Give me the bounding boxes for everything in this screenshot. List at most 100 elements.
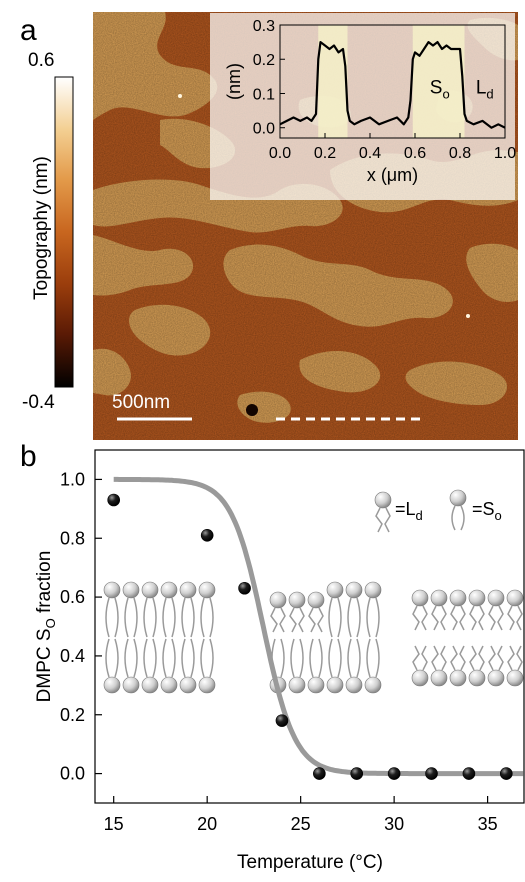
data-point bbox=[387, 767, 401, 780]
lipid-tail bbox=[200, 597, 205, 638]
lipid-head bbox=[374, 491, 392, 509]
inset-x-axis-label: x (μm) bbox=[367, 165, 418, 185]
lipid-head bbox=[141, 676, 159, 694]
disordered-bilayer bbox=[411, 589, 524, 687]
lipid-tail bbox=[279, 607, 286, 633]
data-point bbox=[500, 767, 513, 780]
lipid-tail bbox=[450, 645, 458, 671]
lipid-head bbox=[122, 581, 140, 599]
data-point bbox=[238, 581, 251, 595]
data-point bbox=[313, 767, 326, 780]
lipid-tail bbox=[488, 605, 496, 631]
legend-ld-label: =Ld bbox=[395, 499, 423, 523]
x-tick-label: 25 bbox=[291, 814, 311, 834]
lipid-tail bbox=[451, 505, 456, 531]
x-axis-ticks: 15 20 25 30 35 bbox=[104, 796, 498, 834]
lipid-tail bbox=[298, 607, 305, 633]
panel-a-label: a bbox=[20, 14, 37, 47]
lipid-tail bbox=[421, 645, 428, 671]
legend-so-label: =So bbox=[472, 499, 502, 523]
afm-defect bbox=[246, 404, 258, 416]
lipid-head bbox=[326, 581, 344, 599]
inset-x-tick-label: 1.0 bbox=[494, 145, 516, 162]
inset-y-ticks: 0.0 0.1 0.2 0.3 bbox=[253, 18, 285, 138]
lipid-tail bbox=[356, 638, 361, 678]
lipid-tail bbox=[143, 597, 148, 638]
lipid-tail bbox=[317, 607, 324, 633]
inset-x-tick-label: 0.4 bbox=[359, 145, 381, 162]
x-tick-label: 20 bbox=[197, 814, 217, 834]
y-tick-label: 0.2 bbox=[60, 705, 85, 725]
lipid-tail bbox=[124, 597, 129, 638]
lipid-tail bbox=[105, 638, 110, 678]
lipid-tail bbox=[488, 645, 496, 671]
lipid-head bbox=[364, 676, 382, 694]
lipid-tail bbox=[162, 638, 167, 678]
lipid-tail bbox=[171, 597, 176, 638]
y-tick-label: 0.4 bbox=[60, 646, 85, 666]
lipid-tail bbox=[431, 645, 439, 671]
lipid-tail bbox=[209, 597, 214, 638]
panel-b-chart: =Ld =So 15 20 25 30 35 0.0 0.2 0.4 0.6 0.8 1.0 Te… bbox=[34, 449, 525, 873]
lipid-tail bbox=[328, 597, 333, 638]
lipid-tail bbox=[497, 645, 504, 671]
lipid-head bbox=[449, 489, 467, 507]
lipid-head bbox=[364, 581, 382, 599]
ordered-bilayer bbox=[103, 581, 216, 694]
lipid-tail bbox=[507, 605, 515, 631]
lipid-tail bbox=[366, 597, 371, 638]
lipid-head bbox=[468, 589, 486, 607]
lipid-head bbox=[198, 581, 216, 599]
mixed-bilayer bbox=[269, 581, 382, 694]
lipid-tail bbox=[421, 605, 428, 631]
lipid-tail bbox=[450, 605, 458, 631]
inset-y-tick-label: 0.0 bbox=[253, 121, 275, 138]
lipid-tail bbox=[114, 638, 119, 678]
data-point bbox=[107, 493, 120, 507]
inset-x-ticks: 0.0 0.2 0.4 0.6 0.8 1.0 bbox=[269, 133, 516, 162]
lipid-tail bbox=[190, 638, 195, 678]
lipid-tail bbox=[337, 638, 342, 678]
lipid-tail bbox=[299, 638, 304, 678]
lipid-tail bbox=[152, 638, 157, 678]
lipid-tail bbox=[171, 638, 176, 678]
ld-lipid-icon bbox=[374, 491, 392, 533]
lipid-tail bbox=[105, 597, 110, 638]
lipid-head bbox=[506, 589, 524, 607]
lipid-head bbox=[487, 589, 505, 607]
inset-profile-plot: 0.0 0.2 0.4 0.6 0.8 1.0 0.0 0.1 0.2 0.3 (nm) x (… bbox=[210, 13, 516, 200]
lipid-tail bbox=[478, 645, 485, 671]
y-tick-label: 1.0 bbox=[60, 469, 85, 489]
lipid-tail bbox=[133, 597, 138, 638]
lipid-tail bbox=[162, 597, 167, 638]
lipid-tail bbox=[270, 607, 278, 633]
lipid-tail bbox=[309, 638, 314, 678]
lipid-head bbox=[269, 591, 287, 609]
lipid-tail bbox=[516, 645, 523, 671]
lipid-tail bbox=[209, 638, 214, 678]
lipid-head bbox=[288, 591, 306, 609]
lipid-tail bbox=[133, 638, 138, 678]
scale-bar-label: 500nm bbox=[112, 392, 170, 413]
afm-particle bbox=[178, 94, 182, 98]
lipid-tail bbox=[412, 605, 420, 631]
lipid-tail bbox=[200, 638, 205, 678]
lipid-bilayer-cartoons bbox=[103, 581, 524, 694]
lipid-head bbox=[141, 581, 159, 599]
lipid-head bbox=[307, 591, 325, 609]
lipid-tail bbox=[431, 605, 439, 631]
lipid-tail bbox=[347, 638, 352, 678]
phase-legend: =Ld =So bbox=[374, 489, 502, 533]
colorbar-max-label: 0.6 bbox=[28, 50, 55, 71]
lipid-head bbox=[468, 669, 486, 687]
lipid-tail bbox=[280, 638, 285, 678]
y-tick-label: 0.6 bbox=[60, 587, 85, 607]
lipid-tail bbox=[507, 645, 515, 671]
colorbar bbox=[54, 76, 74, 388]
lipid-tail bbox=[289, 607, 297, 633]
lipid-tail bbox=[347, 597, 352, 638]
height-profile-line bbox=[279, 41, 506, 129]
afm-particle bbox=[466, 314, 470, 318]
lipid-tail bbox=[318, 638, 323, 678]
data-point bbox=[462, 767, 476, 780]
